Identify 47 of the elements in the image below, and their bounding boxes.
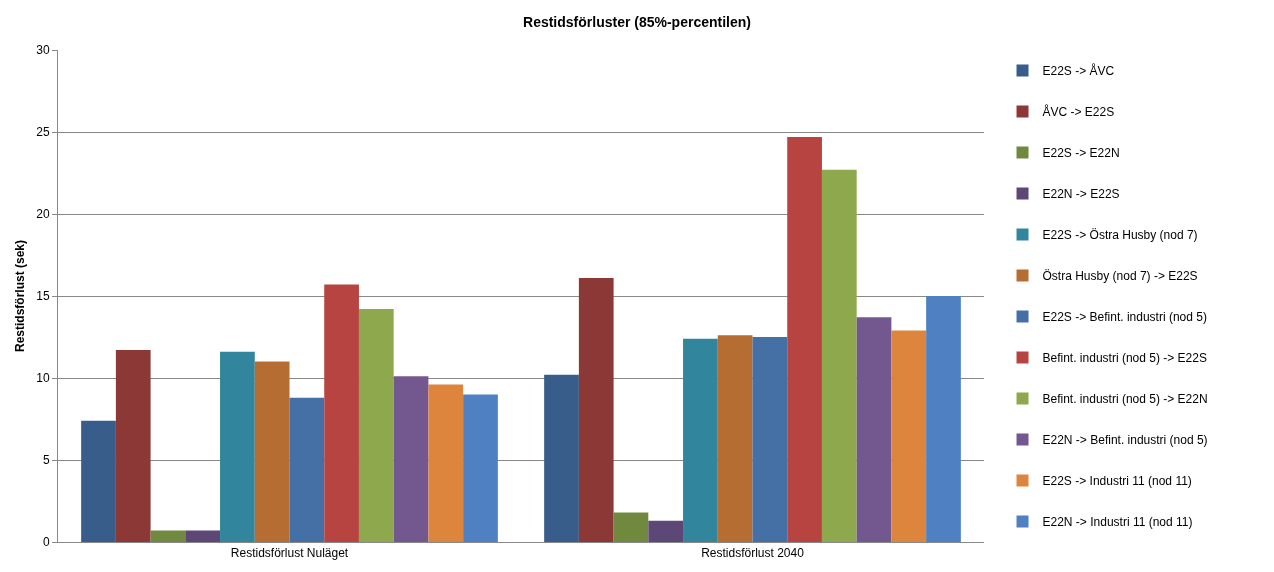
y-tick-label: 20 [36, 207, 50, 222]
bar [821, 169, 857, 542]
y-tick-label: 10 [36, 371, 50, 386]
bar [613, 512, 649, 542]
bar [752, 337, 788, 542]
legend-label: E22S -> Befint. industri (nod 5) [1042, 310, 1207, 325]
bar [787, 136, 822, 542]
y-tick-label: 15 [36, 289, 50, 304]
y-axis-title: Restidsförlust (sek) [13, 239, 27, 353]
bar [220, 351, 255, 542]
bar [185, 530, 221, 542]
bar [324, 284, 359, 542]
legend-label: Befint. industri (nod 5) -> E22S [1042, 351, 1207, 366]
y-tick-label: 0 [42, 535, 50, 550]
bar [81, 420, 116, 542]
bar [578, 277, 614, 542]
x-tick-label: Restidsförlust 2040 [701, 546, 805, 561]
bar [926, 296, 961, 542]
bar [150, 530, 186, 542]
bar [289, 397, 325, 542]
bar [254, 361, 290, 542]
legend-label: Östra Husby (nod 7) -> E22S [1042, 269, 1198, 284]
legend-label: E22N -> Befint. industri (nod 5) [1042, 433, 1208, 448]
bar [393, 376, 429, 542]
bar [544, 374, 579, 542]
chart-title: Restidsförluster (85%-percentilen) [523, 13, 751, 30]
legend-label: ÅVC -> E22S [1042, 104, 1115, 120]
bar [115, 350, 151, 542]
y-tick-label: 25 [36, 125, 50, 140]
bar [891, 330, 927, 542]
bar [648, 520, 684, 542]
bar [683, 338, 718, 542]
bar [717, 335, 753, 542]
legend-label: E22N -> Industri 11 (nod 11) [1042, 515, 1193, 530]
y-tick-label: 5 [42, 453, 50, 468]
legend-label: E22N -> E22S [1042, 187, 1120, 202]
bar [358, 309, 394, 542]
legend-label: E22S -> Industri 11 (nod 11) [1042, 474, 1192, 489]
legend-label: E22S -> Östra Husby (nod 7) [1042, 228, 1198, 243]
bar [856, 317, 892, 542]
legend-label: E22S -> ÅVC [1042, 63, 1115, 79]
bar [428, 384, 464, 542]
y-tick-label: 30 [36, 43, 50, 58]
bar [463, 394, 498, 542]
legend-label: Befint. industri (nod 5) -> E22N [1042, 392, 1208, 407]
legend-label: E22S -> E22N [1042, 146, 1120, 161]
x-tick-label: Restidsförlust Nuläget [230, 546, 349, 561]
